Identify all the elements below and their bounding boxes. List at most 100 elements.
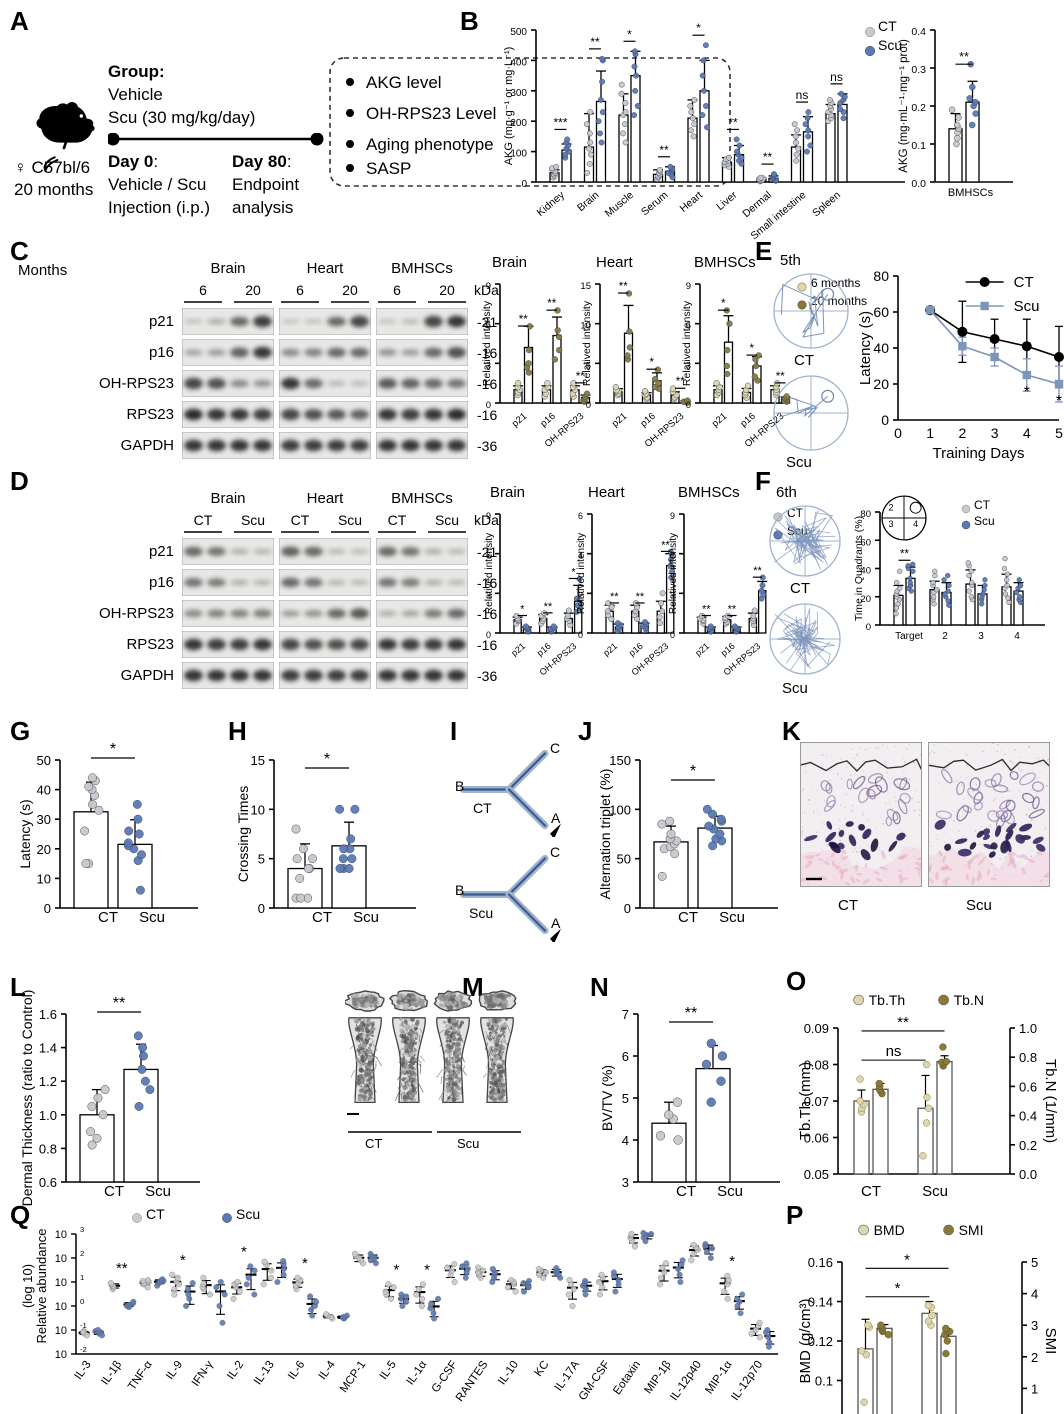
svg-text:***: ***	[553, 115, 567, 129]
svg-text:1: 1	[1031, 1381, 1038, 1396]
svg-text:10: 10	[55, 1253, 67, 1265]
svg-text:0.6: 0.6	[39, 1175, 57, 1190]
svg-text:OH-RPS23 Level: OH-RPS23 Level	[366, 104, 496, 123]
svg-text:G-CSF: G-CSF	[430, 1359, 460, 1395]
svg-text:SMI: SMI	[1042, 1328, 1059, 1355]
svg-text:CT: CT	[676, 1183, 696, 1200]
svg-text:15: 15	[251, 753, 265, 768]
svg-text:9: 9	[486, 281, 491, 292]
svg-text:20: 20	[873, 376, 889, 392]
svg-text:*: *	[1056, 393, 1062, 410]
svg-text:10: 10	[55, 1349, 67, 1361]
svg-text:2: 2	[888, 502, 893, 512]
svg-text:2: 2	[1031, 1350, 1038, 1365]
svg-text:Tb.N: Tb.N	[954, 992, 984, 1008]
svg-text:**: **	[728, 604, 737, 616]
svg-text:(log 10): (log 10)	[20, 1264, 35, 1308]
svg-text:**: **	[519, 314, 528, 326]
svg-text:Scu: Scu	[1014, 298, 1040, 315]
svg-text:*: *	[627, 27, 632, 41]
svg-text:IL-9: IL-9	[164, 1359, 185, 1382]
svg-text:10: 10	[55, 1277, 67, 1289]
svg-text:**: **	[113, 995, 125, 1012]
svg-text:4: 4	[1031, 1287, 1038, 1302]
svg-text:150: 150	[609, 753, 631, 768]
svg-text:CT: CT	[104, 1183, 124, 1200]
svg-text:Scu: Scu	[145, 1183, 171, 1200]
svg-text:*: *	[721, 298, 726, 310]
svg-text:Relatived intensity: Relatived intensity	[681, 300, 693, 386]
svg-text:Muscle: Muscle	[603, 189, 636, 220]
svg-text:10: 10	[55, 1301, 67, 1313]
svg-text:0: 0	[894, 425, 902, 441]
svg-text:0: 0	[486, 630, 491, 640]
svg-text:SASP: SASP	[366, 159, 411, 178]
svg-text:80: 80	[873, 268, 889, 284]
svg-text:Relatived intensity: Relatived intensity	[668, 533, 679, 614]
svg-text:Tb.Th: Tb.Th	[869, 992, 906, 1008]
svg-text:**: **	[544, 601, 553, 613]
svg-text:40: 40	[37, 783, 51, 798]
svg-text:Aging phenotype: Aging phenotype	[366, 135, 494, 154]
svg-text:1.0: 1.0	[39, 1108, 57, 1123]
svg-text:20: 20	[37, 842, 51, 857]
svg-text:50: 50	[37, 753, 51, 768]
svg-text:IL-5: IL-5	[378, 1359, 399, 1382]
svg-text:AKG level: AKG level	[366, 73, 442, 92]
svg-text:Crossing Times: Crossing Times	[235, 786, 251, 882]
svg-text:4: 4	[913, 519, 918, 529]
svg-text:0.8: 0.8	[39, 1141, 57, 1156]
svg-text:IL-1β: IL-1β	[99, 1359, 124, 1388]
svg-text:Relatived intensity: Relatived intensity	[481, 300, 493, 386]
svg-text:3: 3	[991, 425, 999, 441]
svg-text:5: 5	[622, 1091, 629, 1106]
svg-text:5: 5	[1031, 1255, 1038, 1270]
svg-text:IL-6: IL-6	[286, 1359, 307, 1382]
svg-text:Latency (s): Latency (s)	[857, 311, 874, 385]
svg-text:CT: CT	[861, 1183, 881, 1200]
svg-text:p16: p16	[719, 641, 737, 658]
svg-text:Scu: Scu	[922, 1183, 948, 1200]
svg-text:IL-17A: IL-17A	[553, 1359, 582, 1394]
svg-text:Brain: Brain	[575, 189, 602, 214]
svg-text:0: 0	[80, 1297, 84, 1306]
svg-text:15: 15	[580, 281, 591, 292]
svg-text:10: 10	[55, 1229, 67, 1241]
svg-text:BMD: BMD	[874, 1222, 905, 1238]
svg-text:30: 30	[37, 812, 51, 827]
svg-text:0.05: 0.05	[804, 1167, 829, 1182]
svg-text:0: 0	[866, 622, 871, 633]
svg-text:IFN-γ: IFN-γ	[190, 1359, 216, 1389]
svg-text:60: 60	[873, 304, 889, 320]
svg-text:**: **	[610, 591, 619, 603]
svg-text:Latency (s): Latency (s)	[17, 799, 33, 868]
svg-text:p21: p21	[601, 641, 619, 658]
svg-text:*: *	[650, 357, 655, 369]
svg-text:3: 3	[80, 1225, 84, 1234]
svg-text:Scu: Scu	[717, 1183, 743, 1200]
svg-text:Training Days: Training Days	[933, 445, 1025, 462]
svg-text:10: 10	[251, 802, 265, 817]
svg-text:AKG (mg·g⁻¹ or mg·L⁻¹): AKG (mg·g⁻¹ or mg·L⁻¹)	[503, 47, 515, 166]
svg-text:0.3: 0.3	[911, 64, 926, 76]
svg-text:**: **	[900, 548, 909, 560]
svg-text:0: 0	[686, 400, 691, 411]
svg-text:10: 10	[55, 1325, 67, 1337]
svg-text:7: 7	[622, 1007, 629, 1022]
svg-text:500: 500	[510, 27, 527, 38]
svg-text:**: **	[763, 150, 773, 164]
svg-text:*: *	[750, 343, 755, 355]
svg-text:0.09: 0.09	[804, 1021, 829, 1036]
svg-text:CT: CT	[312, 909, 332, 926]
svg-text:0.0: 0.0	[1019, 1167, 1037, 1182]
svg-text:Eotaxin: Eotaxin	[611, 1359, 643, 1397]
svg-text:**: **	[547, 298, 556, 310]
svg-text:Relative abundance: Relative abundance	[34, 1229, 49, 1344]
svg-text:Tb.Th (mm): Tb.Th (mm)	[797, 1062, 814, 1140]
svg-text:p21: p21	[693, 641, 711, 658]
svg-text:1.6: 1.6	[39, 1007, 57, 1022]
svg-text:40: 40	[873, 340, 889, 356]
svg-text:p21: p21	[710, 411, 729, 430]
svg-text:IL-12p40: IL-12p40	[668, 1359, 704, 1403]
svg-text:**: **	[685, 1005, 697, 1022]
